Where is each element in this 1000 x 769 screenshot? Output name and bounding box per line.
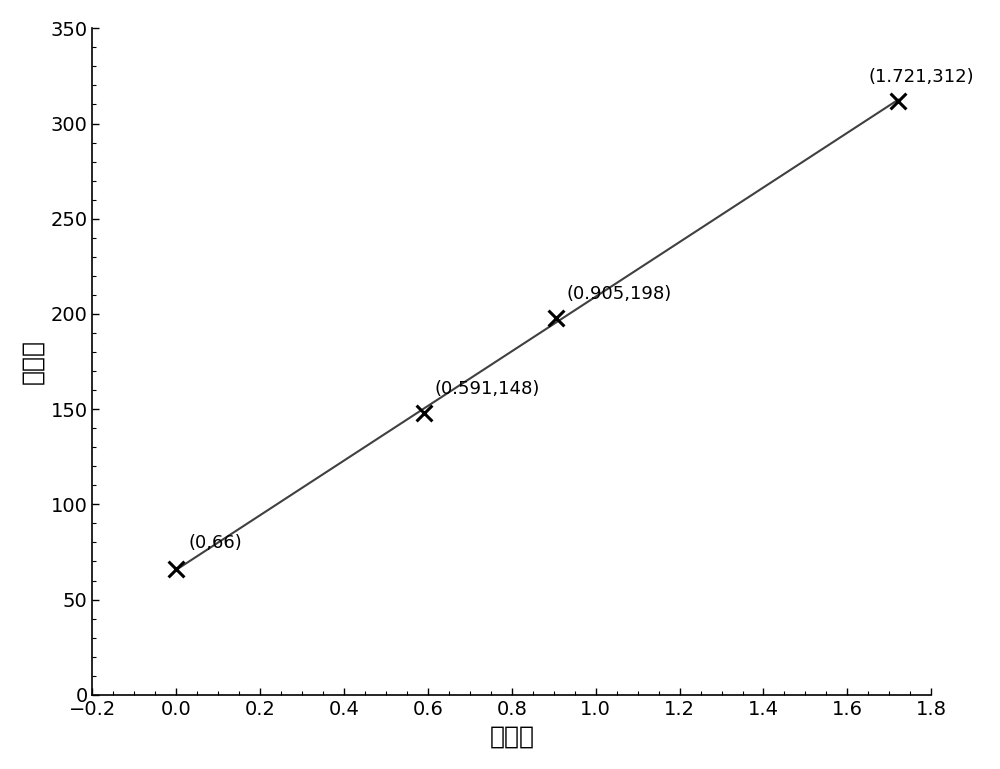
Point bbox=[890, 95, 906, 107]
X-axis label: 反射率: 反射率 bbox=[489, 724, 534, 748]
Point bbox=[416, 407, 432, 419]
Point bbox=[548, 311, 564, 324]
Text: (0.905,198): (0.905,198) bbox=[566, 285, 672, 303]
Point bbox=[168, 563, 184, 575]
Text: (0.591,148): (0.591,148) bbox=[435, 380, 540, 398]
Text: (0,66): (0,66) bbox=[189, 534, 243, 552]
Y-axis label: 像素値: 像素値 bbox=[21, 339, 45, 384]
Text: (1.721,312): (1.721,312) bbox=[869, 68, 974, 85]
